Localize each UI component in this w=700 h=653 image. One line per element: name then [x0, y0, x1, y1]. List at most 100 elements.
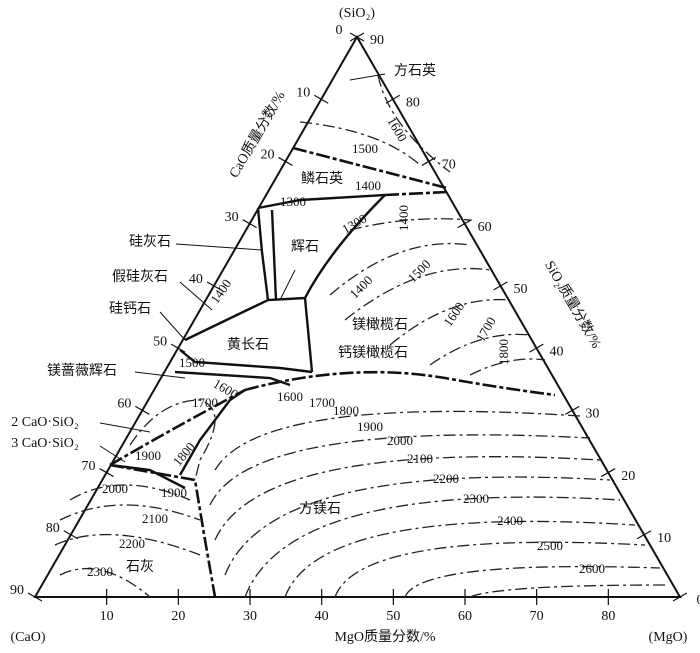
isotherm-label: 2500 [537, 538, 563, 553]
isotherm-label: 1900 [161, 485, 187, 500]
isotherm-label: 1800 [333, 403, 359, 418]
tick-mark [278, 156, 293, 166]
isotherm-label: 2200 [433, 471, 459, 486]
leader-lines [99, 73, 386, 463]
isotherm-label: 2600 [579, 561, 605, 576]
isotherm-label: 1600 [384, 114, 410, 144]
tick-mark [349, 32, 365, 42]
isotherm-label: 1700 [192, 395, 218, 410]
tick-label: 20 [621, 469, 635, 484]
isotherm-label: 1500 [179, 355, 205, 370]
phase-label: 3 CaO·SiO₂ [11, 436, 79, 451]
isotherm-label: 2300 [87, 564, 113, 579]
isotherm-label: 2000 [387, 433, 413, 448]
tick-mark [170, 343, 186, 353]
isotherm-label: 1400 [346, 272, 375, 301]
axis-title: MgO质量分数/% [334, 629, 435, 645]
tick-label: 50 [153, 334, 167, 349]
tick-label: 90 [370, 33, 384, 48]
tick-mark [242, 219, 257, 229]
tick-label: 60 [117, 397, 131, 412]
tick-label: 70 [82, 459, 96, 474]
tick-label: 60 [478, 220, 492, 235]
isotherm-label: 1700 [309, 395, 335, 410]
phase-label: 辉石 [291, 239, 319, 255]
tick-label: 30 [585, 407, 599, 422]
phase-label: 黄长石 [227, 336, 269, 353]
tick-label: 10 [296, 85, 310, 100]
tick-mark [600, 468, 616, 478]
vertex-label: (SiO₂) [339, 6, 375, 21]
isotherm-label: 1300 [280, 194, 306, 209]
tick-label: 40 [315, 609, 329, 624]
tick-label: 10 [657, 531, 671, 546]
tick-mark [63, 530, 79, 540]
phase-label: 石灰 [126, 559, 154, 575]
tick-mark [27, 592, 43, 602]
tick-label: 0 [697, 593, 700, 608]
phase-label: 方石英 [394, 62, 436, 79]
tick-label: 80 [46, 521, 60, 536]
tick-mark [385, 94, 401, 104]
phase-label: 鳞石英 [301, 170, 343, 187]
isotherm-label: 2100 [142, 511, 168, 526]
tick-mark [636, 530, 652, 540]
phase-label: 镁蔷薇辉石 [47, 363, 117, 379]
axis-title: CaO质量分数/% [226, 88, 289, 180]
isotherm-label: 1700 [473, 314, 499, 344]
phase-boundaries [109, 193, 386, 490]
tick-mark [421, 156, 437, 166]
tick-mark [206, 281, 222, 291]
tick-label: 20 [260, 148, 274, 163]
isotherm-label: 1400 [396, 205, 411, 231]
tick-label: 80 [601, 609, 615, 624]
isotherm-label: 2400 [497, 513, 523, 528]
tick-label: 80 [406, 95, 420, 110]
tick-label: 90 [10, 583, 24, 598]
tick-mark [493, 281, 508, 291]
tick-label: 70 [530, 609, 544, 624]
phase-label: 硅钙石 [109, 301, 151, 317]
tick-label: 10 [100, 609, 114, 624]
isotherm-label: 2100 [407, 451, 433, 466]
isotherm-label: 1500 [352, 141, 378, 156]
tick-label: 40 [549, 344, 563, 359]
phase-label: 2 CaO·SiO₂ [11, 415, 79, 430]
isotherm-label: 2300 [463, 491, 489, 506]
isotherm-label: 1800 [496, 339, 511, 365]
tick-mark [457, 219, 472, 229]
tick-label: 40 [189, 272, 203, 287]
isotherm-label: 1900 [357, 419, 383, 434]
isotherm-label: 1600 [440, 299, 467, 329]
isotherm-label: 1600 [277, 389, 303, 404]
phase-label: 硅灰石 [129, 234, 171, 250]
tick-mark [99, 468, 114, 478]
phase-label: 方镁石 [299, 501, 341, 517]
tick-label: 50 [386, 609, 400, 624]
tick-label: 30 [225, 210, 239, 225]
phase-label: 假硅灰石 [112, 269, 168, 285]
tick-label: 70 [442, 158, 456, 173]
phase-label: 镁橄榄石 [352, 317, 408, 333]
isotherm-label: 2000 [102, 481, 128, 496]
vertex-label: (CaO) [11, 630, 46, 645]
tick-label: 60 [458, 609, 472, 624]
tick-mark [313, 94, 329, 104]
tick-mark [672, 592, 688, 602]
isotherm-label: 2200 [119, 536, 145, 551]
tick-label: 20 [171, 609, 185, 624]
isotherm-label: 1400 [207, 276, 234, 306]
tick-label: 0 [336, 23, 343, 38]
isotherm-label: 1800 [170, 439, 198, 469]
tick-mark [565, 405, 580, 415]
tick-label: 30 [243, 609, 257, 624]
isotherm-label: 1900 [135, 448, 161, 463]
vertex-label: (MgO) [649, 630, 688, 645]
triangle [33, 34, 682, 598]
phase-label: 钙镁橄榄石 [338, 345, 408, 361]
tick-mark [135, 405, 150, 415]
isotherm-curves [54, 74, 666, 598]
phase-labels: 方石英 鳞石英 辉石 硅灰石 假硅灰石 硅钙石 黄长石 镁橄榄石 钙镁橄榄石 镁… [11, 62, 436, 575]
tick-label: 50 [514, 282, 528, 297]
